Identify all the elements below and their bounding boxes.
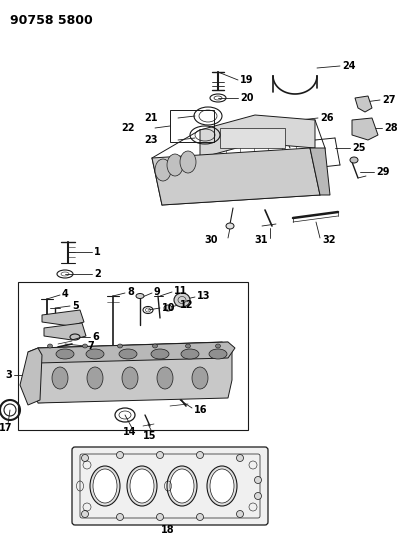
Text: 25: 25 (352, 143, 365, 153)
Ellipse shape (83, 344, 88, 348)
Ellipse shape (226, 223, 234, 229)
Ellipse shape (81, 455, 88, 462)
Text: 8: 8 (127, 287, 134, 297)
Text: 29: 29 (376, 167, 389, 177)
Ellipse shape (81, 511, 88, 518)
Text: 16: 16 (194, 405, 208, 415)
Ellipse shape (186, 344, 190, 348)
Text: 14: 14 (123, 427, 137, 437)
Text: 24: 24 (342, 61, 355, 71)
Polygon shape (28, 342, 235, 363)
Ellipse shape (86, 349, 104, 359)
Ellipse shape (210, 469, 234, 503)
Ellipse shape (52, 367, 68, 389)
Ellipse shape (151, 349, 169, 359)
Text: 15: 15 (143, 431, 157, 441)
Ellipse shape (87, 367, 103, 389)
Ellipse shape (136, 294, 144, 298)
Polygon shape (28, 342, 232, 403)
Ellipse shape (197, 513, 204, 521)
Ellipse shape (236, 455, 243, 462)
Text: 19: 19 (240, 75, 254, 85)
Text: 3: 3 (5, 370, 12, 380)
Ellipse shape (116, 513, 123, 521)
Ellipse shape (93, 469, 117, 503)
Ellipse shape (180, 151, 196, 173)
Ellipse shape (119, 349, 137, 359)
Bar (170, 110, 214, 142)
Ellipse shape (155, 159, 171, 181)
Ellipse shape (157, 451, 164, 458)
Ellipse shape (153, 344, 158, 348)
Text: 17: 17 (0, 423, 13, 433)
Text: 26: 26 (320, 113, 333, 123)
Ellipse shape (157, 513, 164, 521)
Ellipse shape (116, 451, 123, 458)
Text: 21: 21 (144, 113, 158, 123)
Ellipse shape (157, 367, 173, 389)
Text: 7: 7 (87, 341, 94, 351)
Ellipse shape (130, 469, 154, 503)
Ellipse shape (350, 157, 358, 163)
Text: 18: 18 (161, 525, 175, 533)
Polygon shape (352, 118, 378, 140)
Ellipse shape (48, 344, 53, 348)
Polygon shape (152, 148, 320, 205)
Text: 1: 1 (94, 247, 101, 257)
Polygon shape (200, 115, 315, 158)
Text: 27: 27 (382, 95, 396, 105)
Ellipse shape (90, 466, 120, 506)
Ellipse shape (192, 367, 208, 389)
Ellipse shape (254, 492, 262, 499)
Text: 32: 32 (322, 235, 335, 245)
Text: 28: 28 (384, 123, 398, 133)
Polygon shape (42, 310, 84, 326)
Polygon shape (44, 323, 86, 340)
Text: 31: 31 (254, 235, 268, 245)
Text: 23: 23 (144, 135, 158, 145)
Text: 90758 5800: 90758 5800 (10, 14, 93, 27)
Ellipse shape (236, 511, 243, 518)
Ellipse shape (254, 477, 262, 483)
Ellipse shape (164, 305, 172, 311)
Ellipse shape (207, 466, 237, 506)
Text: 2: 2 (94, 269, 101, 279)
Text: 13: 13 (197, 291, 210, 301)
Text: 9: 9 (154, 287, 161, 297)
Ellipse shape (122, 367, 138, 389)
Text: 30: 30 (204, 235, 218, 245)
Text: 4: 4 (62, 289, 69, 299)
Bar (220, 128, 285, 148)
Ellipse shape (167, 154, 183, 176)
Ellipse shape (174, 293, 190, 307)
FancyBboxPatch shape (72, 447, 268, 525)
Ellipse shape (118, 344, 123, 348)
Text: 10: 10 (162, 303, 175, 313)
Polygon shape (355, 96, 372, 112)
Text: 12: 12 (180, 300, 193, 310)
Text: 6: 6 (92, 332, 99, 342)
Text: 11: 11 (174, 286, 188, 296)
Polygon shape (20, 348, 42, 405)
Polygon shape (310, 148, 330, 195)
Ellipse shape (209, 349, 227, 359)
Ellipse shape (167, 466, 197, 506)
Text: 20: 20 (240, 93, 254, 103)
Text: 5: 5 (72, 301, 79, 311)
Ellipse shape (56, 349, 74, 359)
Bar (18, 282, 248, 430)
Text: 22: 22 (122, 123, 135, 133)
Ellipse shape (127, 466, 157, 506)
Ellipse shape (197, 451, 204, 458)
Ellipse shape (181, 349, 199, 359)
Ellipse shape (170, 469, 194, 503)
Ellipse shape (215, 344, 221, 348)
